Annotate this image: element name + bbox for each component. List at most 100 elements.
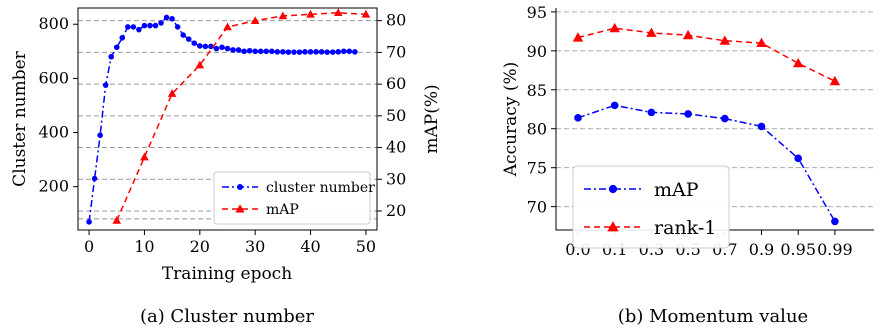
- chart-b-legend-marker-0: [608, 184, 618, 194]
- chart-a-right-tick-label: 80: [386, 11, 406, 30]
- chart-a-point-0: [324, 49, 330, 55]
- chart-a-point-0: [191, 40, 198, 46]
- chart-a-x-tick-label: 30: [245, 237, 265, 256]
- chart-a-right-tick-label: 60: [386, 74, 406, 93]
- chart-a-point-0: [102, 82, 109, 88]
- chart-a-right-tick-label: 20: [386, 201, 406, 220]
- chart-b-point-1: [756, 37, 767, 48]
- chart-b-y-tick-label: 70: [527, 198, 547, 217]
- chart-a-point-0: [130, 24, 137, 30]
- chart-a-point-0: [246, 47, 253, 54]
- chart-a-point-0: [147, 22, 153, 29]
- chart-a-point-0: [125, 24, 131, 30]
- chart-a-point-0: [307, 49, 314, 55]
- chart-a-legend-marker-1: [235, 204, 245, 213]
- chart-b-point-0: [647, 108, 656, 117]
- chart-a-point-0: [202, 43, 209, 50]
- chart-a-legend: cluster number mAP: [213, 171, 375, 225]
- chart-b-point-0: [721, 114, 729, 123]
- chart-a-right-ticks: 20 30 40 50 60 70 80: [377, 11, 406, 220]
- chart-a-point-0: [158, 20, 164, 26]
- chart-a-left-ticks: 200 400 600 800: [38, 14, 78, 196]
- chart-a-point-0: [318, 49, 325, 55]
- chart-a-right-tick-label: 50: [386, 106, 406, 125]
- chart-b-ylabel: Accuracy (%): [501, 62, 521, 177]
- chart-b-series-line-1: [577, 27, 836, 82]
- chart-b-point-0: [574, 114, 582, 122]
- chart-b-point-0: [831, 217, 839, 226]
- chart-a-point-0: [86, 219, 92, 225]
- chart-a-point-0: [136, 26, 142, 33]
- chart-a-point-0: [257, 48, 264, 55]
- chart-a-series: [86, 8, 371, 225]
- chart-b-point-0: [757, 122, 766, 131]
- chart-a-left-tick-label: 200: [38, 177, 69, 196]
- chart-a-point-0: [285, 49, 292, 55]
- chart-a-point-1: [112, 216, 122, 224]
- chart-b-point-1: [572, 32, 584, 42]
- chart-a-point-0: [180, 32, 187, 38]
- chart-b-axes: [555, 8, 874, 231]
- chart-a-point-1: [306, 9, 315, 18]
- chart-a-point-0: [108, 53, 115, 60]
- chart-a-point-0: [340, 48, 347, 55]
- chart-a-point-1: [223, 22, 232, 31]
- chart-b-y-tick-label: 75: [527, 159, 547, 178]
- chart-b-y-tick-label: 85: [527, 81, 547, 100]
- chart-a-point-0: [97, 132, 103, 139]
- chart-a-point-0: [263, 48, 270, 55]
- chart-b-point-1: [609, 22, 620, 33]
- chart-a-point-0: [141, 22, 148, 29]
- chart-a-right-tick-label: 30: [386, 169, 406, 188]
- chart-b-legend: mAP rank-1: [572, 165, 730, 249]
- chart-a-point-0: [252, 48, 258, 55]
- chart-b-point-1: [646, 27, 657, 37]
- chart-a-legend-label-0: cluster number: [266, 180, 375, 196]
- chart-b-legend-label-1: rank-1: [654, 217, 716, 239]
- chart-a-point-0: [346, 48, 353, 55]
- chart-a-point-0: [152, 22, 159, 29]
- chart-a-point-0: [352, 49, 358, 55]
- chart-a-point-1: [167, 89, 177, 97]
- chart-a-x-tick-label: 0: [84, 237, 94, 256]
- chart-a-point-0: [197, 43, 203, 49]
- chart-b-y-tick-label: 90: [527, 42, 547, 61]
- chart-a-point-1: [250, 16, 260, 24]
- chart-a-point-0: [230, 47, 236, 53]
- chart-a-point-1: [333, 8, 343, 17]
- chart-a-point-0: [274, 49, 281, 55]
- chart-a-point-0: [219, 44, 225, 51]
- chart-a-point-1: [140, 152, 149, 161]
- chart-a-point-0: [185, 36, 192, 42]
- chart-a-left-tick-label: 800: [38, 14, 69, 33]
- chart-a-point-0: [241, 48, 247, 55]
- chart-a-point-0: [329, 49, 336, 55]
- chart-b-point-1: [682, 29, 694, 40]
- chart-b-x-tick-label: 0.9: [749, 240, 774, 259]
- chart-b-x-tick-label: 0.99: [817, 240, 853, 259]
- chart-a-point-0: [174, 24, 181, 30]
- chart-a-point-0: [268, 48, 275, 55]
- chart-a-point-0: [169, 16, 175, 22]
- chart-a-point-0: [291, 49, 297, 55]
- chart-a-point-1: [278, 11, 288, 20]
- chart-a-frame: [77, 7, 378, 231]
- chart-a-legend-label-1: mAP: [266, 202, 299, 218]
- chart-a-x-tick-label: 40: [300, 237, 320, 256]
- chart-a-left-tick-label: 600: [38, 68, 69, 87]
- chart-a-point-0: [163, 14, 170, 21]
- chart-a-point-0: [113, 44, 120, 51]
- chart-a-point-0: [296, 49, 303, 55]
- chart-a-point-1: [195, 60, 205, 69]
- chart-a-legend-marker-0: [237, 184, 243, 190]
- chart-b-y-tick-label: 95: [527, 3, 547, 22]
- chart-a-x-tick-label: 50: [356, 237, 376, 256]
- chart-a-left-tick-label: 400: [38, 123, 69, 142]
- chart-a-right-tick-label: 70: [386, 42, 406, 61]
- chart-a-point-0: [119, 34, 126, 41]
- chart-a-right-tick-label: 40: [386, 138, 406, 157]
- chart-b-point-1: [792, 57, 804, 68]
- chart-a-point-0: [280, 49, 286, 55]
